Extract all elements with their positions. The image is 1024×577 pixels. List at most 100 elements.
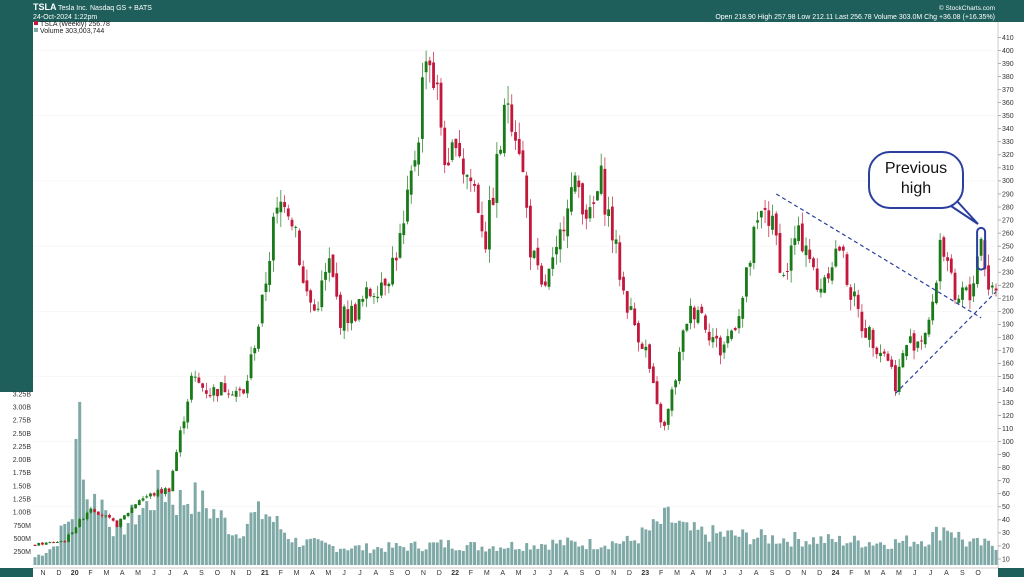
- volume-tick-label: 2.50B: [13, 431, 32, 438]
- candle-body: [629, 306, 633, 310]
- volume-bar: [975, 537, 979, 565]
- candle-body: [704, 315, 707, 330]
- candle-body: [219, 382, 223, 396]
- price-tick-label: 30: [1002, 530, 1010, 537]
- candle-body: [316, 308, 320, 310]
- volume-bar: [960, 539, 964, 565]
- volume-bar: [588, 539, 592, 565]
- x-tick-label: D: [817, 570, 822, 577]
- x-tick-label: S: [199, 570, 204, 577]
- price-tick-label: 120: [1002, 413, 1014, 420]
- volume-bar: [603, 545, 607, 565]
- x-tick-label: O: [405, 570, 411, 577]
- price-tick-label: 70: [1002, 478, 1010, 485]
- candle-body: [197, 377, 201, 383]
- candle-body: [122, 515, 126, 520]
- volume-legend-swatch: [34, 28, 38, 32]
- volume-bar: [119, 519, 123, 565]
- volume-bar: [677, 520, 681, 565]
- volume-bar: [268, 516, 272, 565]
- volume-bar: [331, 545, 335, 565]
- price-tick-label: 340: [1002, 126, 1014, 133]
- x-tick-label: F: [469, 570, 473, 577]
- volume-bar: [368, 553, 372, 565]
- candle-body: [752, 226, 756, 263]
- candle-body: [279, 201, 283, 213]
- volume-bar: [435, 542, 439, 565]
- candle-body: [644, 346, 648, 351]
- candle-body: [808, 249, 812, 260]
- volume-bar: [916, 544, 920, 565]
- price-tick-label: 150: [1002, 374, 1014, 381]
- candle-body: [674, 380, 678, 388]
- candle-body: [778, 233, 782, 273]
- previous-high-marker: [976, 226, 987, 271]
- volume-bar: [242, 536, 246, 565]
- x-tick-label: O: [595, 570, 601, 577]
- volume-bar: [819, 536, 823, 565]
- volume-bar: [569, 540, 573, 565]
- candle-body: [465, 174, 469, 177]
- volume-bar: [286, 539, 290, 565]
- candle-body: [231, 394, 234, 396]
- volume-tick-label: 1.25B: [13, 497, 32, 504]
- volume-bar: [581, 545, 585, 565]
- candle-body: [368, 288, 372, 297]
- volume-bar: [294, 537, 298, 565]
- volume-bar: [823, 542, 827, 565]
- volume-tick-label: 2.75B: [13, 418, 32, 425]
- candle-body: [711, 337, 715, 343]
- candle-body: [730, 330, 733, 339]
- volume-tick-label: 2.25B: [13, 444, 32, 451]
- volume-bar: [197, 511, 201, 565]
- candle-body: [67, 534, 70, 542]
- volume-bar: [402, 547, 406, 565]
- grid: [33, 50, 996, 508]
- candle-body: [741, 297, 745, 319]
- volume-bar: [193, 482, 197, 565]
- price-tick-label: 240: [1002, 256, 1014, 263]
- volume-bar: [841, 545, 845, 565]
- volume-bar: [953, 537, 957, 565]
- volume-bar: [186, 503, 190, 565]
- candle-body: [793, 238, 797, 246]
- x-tick-label: J: [168, 570, 172, 577]
- volume-bar: [104, 510, 108, 565]
- candle-body: [275, 207, 279, 214]
- volume-bar: [812, 537, 815, 565]
- volume-bar: [260, 519, 264, 565]
- volume-bar: [189, 513, 193, 565]
- candle-body: [845, 254, 849, 285]
- x-tick-label: 22: [451, 570, 459, 577]
- volume-tick-label: 1.50B: [13, 483, 32, 490]
- x-tick-label: A: [881, 570, 886, 577]
- callout-line-2: high: [900, 180, 932, 197]
- x-tick-label: F: [88, 570, 92, 577]
- price-tick-label: 180: [1002, 335, 1014, 342]
- x-tick-label: N: [801, 570, 806, 577]
- candle-body: [212, 387, 216, 396]
- trendlines: [775, 193, 997, 394]
- candle-body: [216, 388, 219, 397]
- volume-bar: [908, 546, 912, 565]
- candle-body: [499, 149, 503, 154]
- volume-bar: [283, 532, 287, 565]
- volume-bar: [990, 545, 994, 565]
- volume-bar: [756, 537, 760, 565]
- candle-body: [853, 291, 856, 297]
- volume-bar: [342, 548, 346, 565]
- volume-bar: [167, 491, 171, 565]
- candle-body: [860, 311, 864, 332]
- candle-body: [242, 389, 245, 394]
- candle-body: [339, 294, 342, 328]
- candle-body: [435, 82, 439, 85]
- x-tick-label: J: [533, 570, 537, 577]
- candle-body: [376, 296, 380, 299]
- candle-body: [584, 209, 588, 219]
- volume-bar: [100, 499, 104, 565]
- volume-tick-label: 1.75B: [13, 470, 32, 477]
- candle-body: [596, 191, 599, 201]
- previous-high-callout: Previous high: [868, 151, 964, 209]
- candle-body: [771, 215, 774, 230]
- candle-body: [506, 103, 510, 105]
